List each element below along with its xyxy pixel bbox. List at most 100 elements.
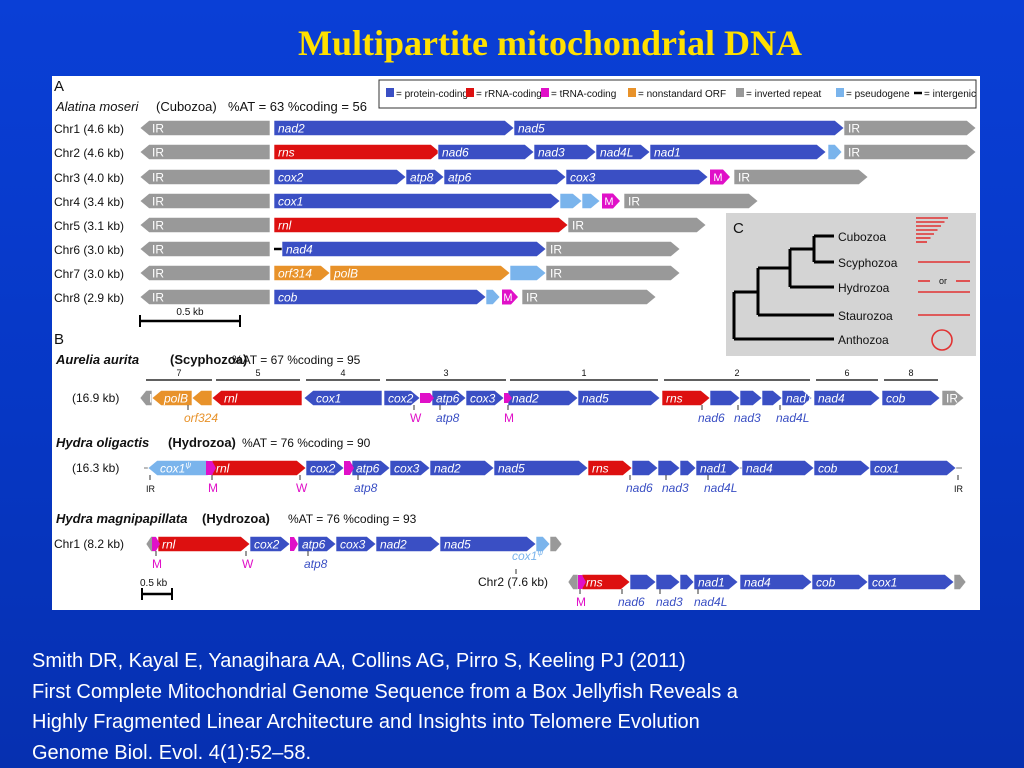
protein-gene: [303, 390, 383, 406]
ir-gene: [139, 169, 271, 185]
annotation-label: atp8: [354, 481, 378, 495]
panel-a-letter: A: [54, 78, 64, 95]
block-number: 3: [443, 368, 448, 378]
species-stats: %AT = 76 %coding = 93: [288, 512, 417, 526]
protein-gene: [383, 390, 421, 406]
protein-gene: [249, 536, 291, 552]
annotation-label: nad4L: [776, 411, 809, 425]
gene-label: nad1: [654, 146, 681, 160]
annotation-label: orf324: [184, 411, 218, 425]
species-name: Hydra oligactis: [56, 435, 149, 450]
protein-gene: [443, 169, 567, 185]
trna-gene: [152, 537, 160, 551]
chromosome-row-3: Chr3 (4.0 kb) IR cox2 atp8 atp6 cox3 M IR: [54, 169, 869, 185]
gene-label: nad4L: [600, 146, 633, 160]
gene-label: cox1: [316, 392, 341, 406]
pseudo-gene: [827, 144, 843, 160]
annotation-label: W: [296, 481, 308, 495]
protein-gene: [305, 460, 345, 476]
chromosome-label: Chr2 (7.6 kb): [478, 575, 548, 589]
rRNA-gene: [273, 217, 569, 233]
gene-label: atp6: [448, 171, 472, 185]
gene-label: cox2: [254, 538, 280, 552]
protein-gene: [679, 460, 697, 476]
trna-gene: [420, 393, 434, 403]
ir-gene: [139, 144, 271, 160]
annotation-label: M: [504, 411, 514, 425]
gene-label: rnl: [224, 392, 238, 406]
gene-label: polB: [163, 392, 188, 406]
pseudo-gene: [559, 193, 583, 209]
trna-gene: [578, 575, 586, 589]
scale-bar-a-label: 0.5 kb: [176, 307, 204, 318]
gene-label: cox3: [340, 538, 366, 552]
gene-label: atp6: [356, 462, 380, 476]
legend-swatch: [386, 88, 394, 97]
protein-gene: [273, 169, 407, 185]
protein-gene: [781, 390, 813, 406]
trna-gene: [290, 537, 298, 551]
panel-b-letter: B: [54, 331, 64, 348]
gene-label: rnl: [278, 219, 292, 233]
protein-gene: [439, 536, 537, 552]
pseudo-gene: [509, 265, 547, 281]
ir-gene: [549, 536, 563, 552]
gene-label: cox2: [310, 462, 336, 476]
species-name: Hydra magnipapillata: [56, 511, 187, 526]
protein-gene: [281, 241, 547, 257]
gene-label: cob: [886, 392, 906, 406]
gene-label: cox3: [394, 462, 420, 476]
gene-label: nad3: [538, 146, 565, 160]
taxon-label: Scyphozoa: [838, 256, 898, 270]
annotation-label: M: [152, 557, 162, 571]
trna-gene: [206, 461, 216, 475]
protein-gene: [273, 120, 515, 136]
ir-gene: [843, 120, 977, 136]
annotation-label: nad3: [734, 411, 761, 425]
chromosome-label: Chr2 (4.6 kb): [54, 146, 124, 160]
annotation-label: W: [242, 557, 254, 571]
annotation-label: nad3: [662, 481, 689, 495]
genome-size-label: (16.9 kb): [72, 391, 119, 405]
panel-c-tree: C Cubozoa Scyphozoa Hydrozoa Staurozoa Anthoz…: [726, 213, 976, 356]
gene-label: IR: [848, 122, 860, 136]
species-stats: %AT = 67 %coding = 95: [232, 353, 361, 367]
annotation-label: nad6: [698, 411, 725, 425]
protein-gene: [739, 390, 763, 406]
hydra-oligactis-genome: (16.3 kb) cox1ψ rnl cox2 atp6 cox3 nad2 nad5 rns…: [72, 460, 964, 495]
gene-label: polB: [333, 267, 358, 281]
legend-item: = inverted repeat: [736, 88, 822, 100]
trna-gene: [602, 193, 620, 209]
protein-gene: [577, 390, 661, 406]
ir-gene: [139, 193, 271, 209]
ir-gene: [843, 144, 977, 160]
protein-gene: [695, 460, 741, 476]
gene-label: IR: [738, 171, 750, 185]
gene-label: atp8: [410, 171, 434, 185]
gene-label: IR: [526, 291, 538, 305]
legend-label: = inverted repeat: [746, 89, 822, 100]
legend-item: = tRNA-coding: [541, 88, 616, 100]
legend-item: = intergenic: [914, 89, 976, 100]
chromosome-row-6: Chr6 (3.0 kb) IR nad4 IR: [54, 241, 681, 257]
trna-gene: [502, 289, 518, 305]
pseudo-gene: [581, 193, 601, 209]
taxon-label: Hydrozoa: [838, 281, 890, 295]
annotation-label: nad3: [656, 595, 683, 609]
legend-swatch: [836, 88, 844, 97]
trna-label: M: [604, 196, 613, 208]
genome-figure: = protein-coding = rRNA-coding = tRNA-codi…: [52, 76, 980, 610]
gene-label: IR: [848, 146, 860, 160]
gene-label: nad5: [518, 122, 545, 136]
gene-label: nad4: [744, 576, 771, 590]
ir-gene: [733, 169, 869, 185]
protein-gene: [465, 390, 505, 406]
ir-gene: [139, 289, 271, 305]
protein-gene: [389, 460, 431, 476]
protein-gene: [595, 144, 651, 160]
chromosome-row-5: Chr5 (3.1 kb) IR rnl IR: [54, 217, 707, 233]
annotation-label: nad6: [618, 595, 645, 609]
gene-label: orf314: [278, 267, 312, 281]
pseudo-gene: [485, 289, 501, 305]
